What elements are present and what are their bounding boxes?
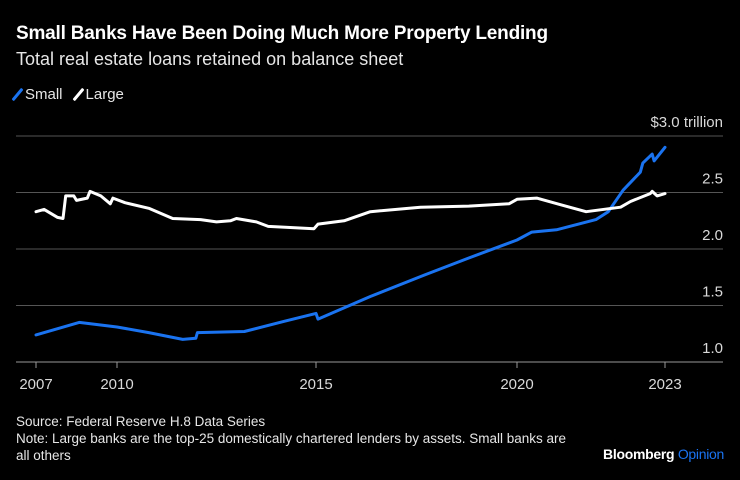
x-tick-label: 2015 <box>299 376 332 393</box>
legend-label-large: Large <box>85 86 124 103</box>
footnote: Note: Large banks are the top-25 domesti… <box>16 431 567 463</box>
y-tick-label: 1.5 <box>702 284 723 301</box>
source-note: Source: Federal Reserve H.8 Data Series <box>16 414 266 429</box>
x-tick-label: 2020 <box>500 376 533 393</box>
legend-label-small: Small <box>25 86 63 103</box>
y-tick-label: $3.0 trillion <box>650 114 723 131</box>
logo-brand: Bloomberg <box>603 446 675 462</box>
x-tick-label: 2007 <box>19 376 52 393</box>
legend-item-small: Small <box>11 86 63 103</box>
legend: Small Large <box>11 86 124 103</box>
chart-title: Small Banks Have Been Doing Much More Pr… <box>16 23 548 44</box>
chart-subtitle: Total real estate loans retained on bala… <box>16 49 404 69</box>
footer: Source: Federal Reserve H.8 Data Series … <box>16 413 576 464</box>
y-tick-label: 1.0 <box>702 340 723 357</box>
bloomberg-opinion-logo: Bloomberg Opinion <box>603 446 724 462</box>
logo-section: Opinion <box>677 446 724 462</box>
y-tick-label: 2.0 <box>702 227 723 244</box>
y-tick-label: 2.5 <box>702 171 723 188</box>
x-tick-label: 2010 <box>100 376 133 393</box>
series-line-large <box>34 189 667 231</box>
legend-item-large: Large <box>72 86 124 103</box>
series-line-small <box>34 145 667 341</box>
x-tick-label: 2023 <box>648 376 681 393</box>
